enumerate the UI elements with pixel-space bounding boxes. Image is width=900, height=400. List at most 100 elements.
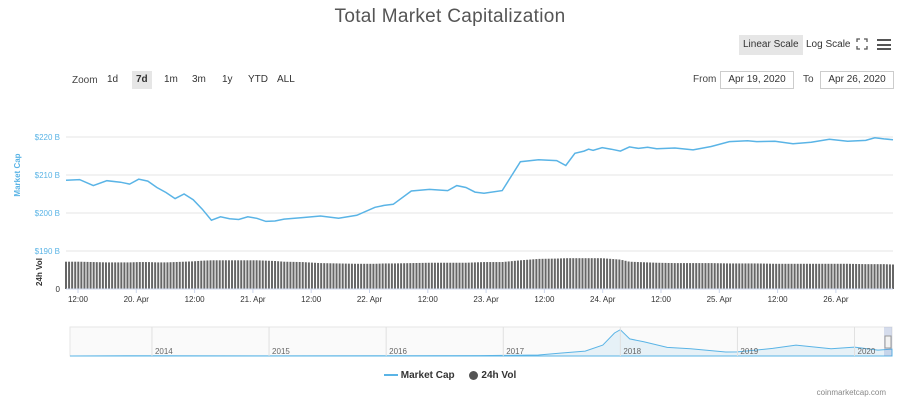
x-tick-label: 21. Apr (240, 295, 266, 304)
navigator-year-label: 2016 (389, 347, 407, 356)
volume-bar (553, 258, 556, 289)
volume-bar (529, 259, 532, 289)
volume-bar (858, 264, 861, 289)
volume-bar (221, 260, 224, 289)
volume-bar (461, 262, 464, 289)
volume-bar (618, 259, 621, 289)
volume-bar (642, 262, 645, 289)
volume-bar (584, 258, 587, 289)
linear-scale-button[interactable]: Linear Scale (739, 35, 803, 55)
volume-bar (449, 262, 452, 289)
volume-bar (609, 258, 612, 289)
volume-bar (575, 258, 578, 289)
volume-bar (338, 263, 341, 289)
volume-bar (446, 262, 449, 289)
x-tick-label: 12:00 (534, 295, 555, 304)
volume-bar (787, 263, 790, 289)
volume-bar (495, 262, 498, 289)
zoom-button-3m[interactable]: 3m (192, 74, 206, 85)
volume-bar (200, 260, 203, 289)
volume-bar (252, 260, 255, 289)
volume-bar (353, 263, 356, 289)
volume-bar (864, 264, 867, 289)
volume-bar (661, 262, 664, 289)
volume-bar (390, 263, 393, 289)
volume-bar (298, 261, 301, 289)
volume-bar (249, 260, 252, 289)
volume-bar (255, 260, 258, 289)
volume-bar (704, 263, 707, 289)
x-tick-label: 12:00 (651, 295, 672, 304)
volume-bar (492, 262, 495, 289)
volume-bar (599, 258, 602, 289)
volume-bar (148, 262, 151, 289)
volume-bar (498, 262, 501, 289)
volume-bar (117, 262, 120, 289)
volume-bar (550, 258, 553, 289)
legend-24h-vol[interactable]: 24h Vol (469, 370, 516, 381)
volume-bar (387, 263, 390, 289)
menu-icon[interactable] (877, 39, 891, 50)
credit-link[interactable]: coinmarketcap.com (816, 388, 886, 397)
volume-bar (120, 262, 123, 289)
volume-bar (123, 262, 126, 289)
volume-bar (129, 262, 132, 289)
volume-bar (572, 258, 575, 289)
volume-bar (802, 263, 805, 289)
legend-market-cap[interactable]: Market Cap (383, 370, 455, 381)
volume-bar (808, 263, 811, 289)
log-scale-button[interactable]: Log Scale (806, 39, 851, 50)
volume-bar (237, 260, 240, 289)
volume-bar (246, 260, 249, 289)
volume-bar (689, 263, 692, 289)
vol-y-tick-label: 0 (56, 285, 61, 294)
volume-bar (65, 261, 67, 289)
zoom-button-1d[interactable]: 1d (107, 74, 119, 85)
volume-bar (187, 261, 190, 289)
volume-bar (240, 260, 243, 289)
volume-bar (384, 263, 387, 289)
zoom-button-1y[interactable]: 1y (222, 74, 233, 85)
navigator-handle[interactable] (884, 335, 892, 349)
zoom-button-7d[interactable]: 7d (132, 71, 152, 89)
volume-bar (710, 263, 713, 289)
y-axis-label: Market Cap (13, 153, 22, 196)
volume-bar (729, 263, 732, 289)
fullscreen-icon[interactable] (856, 38, 868, 50)
volume-bar (639, 262, 642, 289)
volume-bar (397, 263, 400, 289)
volume-bar (667, 262, 670, 289)
zoom-button-all[interactable]: ALL (277, 74, 295, 85)
volume-bar (400, 263, 403, 289)
volume-bar (406, 263, 409, 289)
y-tick-label: $190 B (35, 247, 60, 256)
volume-bar (753, 263, 756, 289)
volume-bar (452, 262, 455, 289)
volume-bar (719, 263, 722, 289)
volume-bar (283, 261, 286, 289)
volume-bar (197, 260, 200, 289)
volume-bar (111, 262, 114, 289)
volume-bar (320, 263, 323, 289)
from-date-input[interactable]: Apr 19, 2020 (720, 71, 794, 89)
volume-bar (735, 263, 738, 289)
volume-bar (547, 258, 550, 289)
x-tick-label: 12:00 (185, 295, 206, 304)
zoom-button-1m[interactable]: 1m (164, 74, 178, 85)
volume-bar (879, 264, 882, 289)
to-date-input[interactable]: Apr 26, 2020 (820, 71, 894, 89)
volume-bar (224, 260, 227, 289)
volume-bar (363, 263, 366, 289)
legend-market-cap-label: Market Cap (400, 370, 455, 381)
volume-bar (569, 258, 572, 289)
volume-bar (424, 262, 427, 289)
y-tick-label: $210 B (35, 171, 60, 180)
navigator-year-label: 2020 (858, 347, 876, 356)
volume-bar (403, 263, 406, 289)
zoom-button-ytd[interactable]: YTD (248, 74, 268, 85)
volume-bar (624, 260, 627, 289)
volume-bar (596, 258, 599, 289)
volume-bar (436, 262, 439, 289)
volume-bar (194, 261, 197, 289)
volume-bar (261, 260, 264, 289)
